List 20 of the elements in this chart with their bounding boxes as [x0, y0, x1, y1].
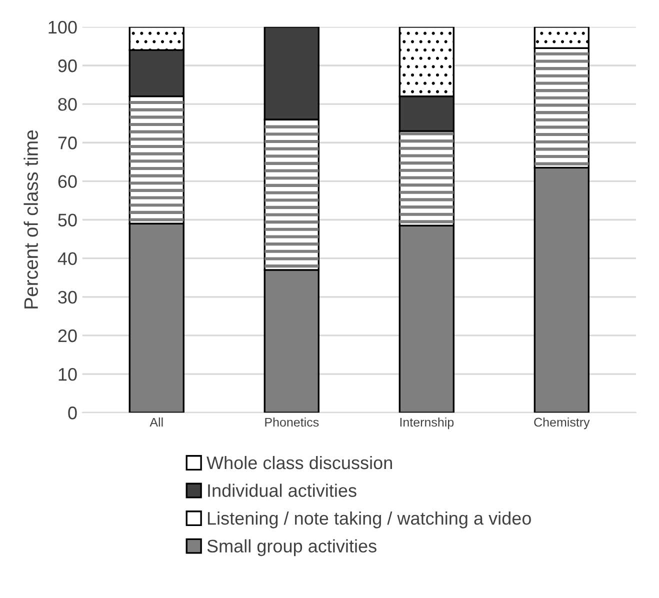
- y-tick-label: 80: [58, 98, 77, 111]
- y-tick-label: 60: [58, 175, 77, 188]
- y-tick-label: 20: [58, 329, 77, 342]
- x-tick-label: All: [150, 417, 163, 427]
- legend-label: Listening / note taking / watching a video: [208, 511, 531, 528]
- legend-label: Individual activities: [208, 484, 356, 497]
- y-tick-label: 40: [58, 252, 77, 266]
- x-tick-label: Internship: [400, 417, 454, 430]
- y-tick-label: 50: [58, 214, 77, 226]
- y-tick-label: 90: [58, 59, 77, 72]
- y-tick-label: 100: [48, 20, 77, 34]
- y-tick-label: 10: [58, 368, 77, 381]
- y-tick-label: 30: [58, 290, 77, 304]
- y-axis-title: Percent of class time: [24, 130, 38, 308]
- legend-label: Whole class discussion: [206, 456, 392, 470]
- x-tick-label: Phonetics: [265, 417, 319, 427]
- y-tick-label: 70: [58, 136, 77, 150]
- x-tick-label: Chemistry: [534, 417, 590, 430]
- y-tick-label: 0: [68, 406, 77, 420]
- legend-label: Small group activities: [207, 539, 376, 556]
